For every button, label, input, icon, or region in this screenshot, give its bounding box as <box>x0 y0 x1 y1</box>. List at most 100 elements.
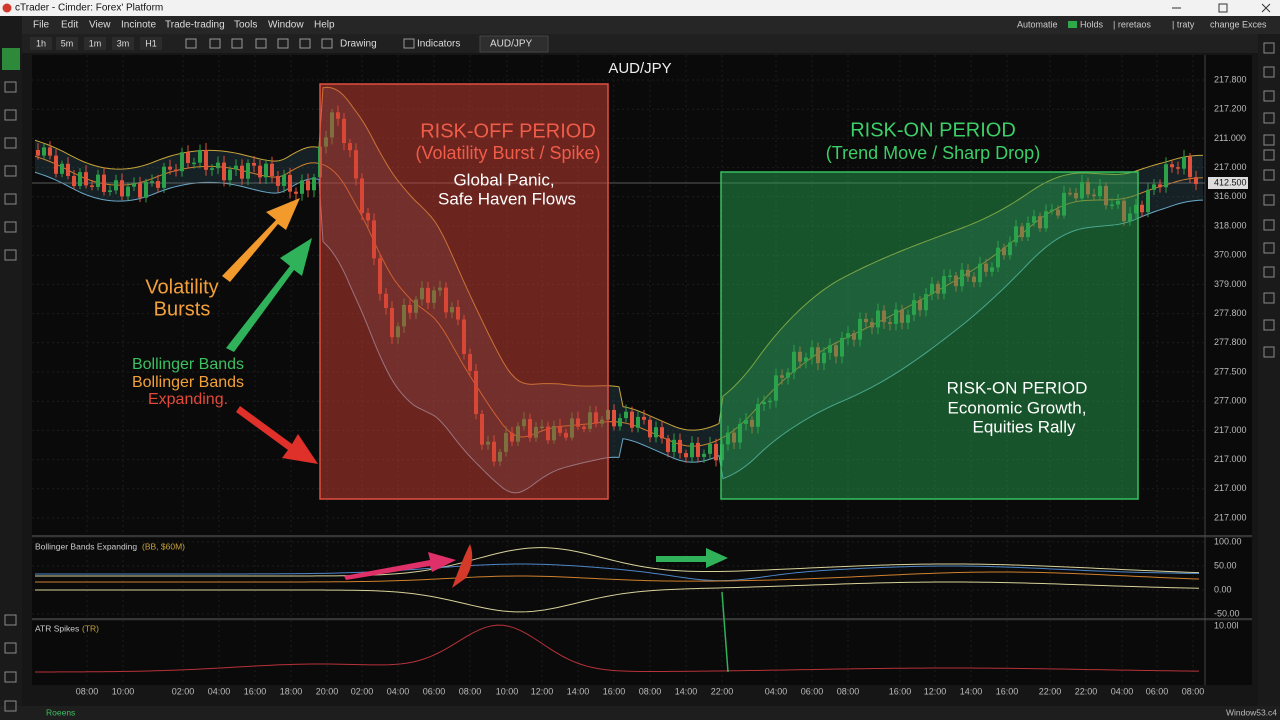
sidebar-icon[interactable] <box>4 81 17 93</box>
candle-body <box>162 166 166 188</box>
tool-icon[interactable] <box>185 38 197 49</box>
sidebar-icon[interactable] <box>1263 90 1275 102</box>
price-label: 217.000 <box>1214 512 1247 522</box>
menu-status: Automatie <box>1017 19 1058 29</box>
candle-body <box>198 149 202 163</box>
sidebar-icon[interactable] <box>4 249 17 261</box>
sidebar-icon[interactable] <box>4 671 17 683</box>
price-label: 318.000 <box>1214 220 1247 230</box>
menu-item[interactable]: File <box>33 20 50 31</box>
timeframe-button[interactable] <box>56 37 78 50</box>
sidebar-icon[interactable] <box>4 642 17 654</box>
tool-icon[interactable] <box>299 38 311 49</box>
candle-body <box>702 453 706 457</box>
close-button[interactable] <box>1261 3 1271 13</box>
sidebar-icon[interactable] <box>4 193 17 205</box>
candle-body <box>648 419 652 438</box>
sidebar-icon[interactable] <box>4 614 17 626</box>
tool-icon[interactable] <box>321 38 333 49</box>
tool-icon[interactable] <box>255 38 267 49</box>
timeframe-label: 5m <box>61 38 74 48</box>
app-icon <box>2 3 12 13</box>
sidebar-icon[interactable] <box>4 165 17 177</box>
sidebar-icon[interactable] <box>1263 169 1275 181</box>
candle-body <box>612 409 616 427</box>
menu-item[interactable]: Incinote <box>121 20 156 31</box>
sidebar-icon[interactable] <box>1263 149 1275 161</box>
indicator-name: ATR Spikes <box>35 623 79 633</box>
chart-tab-label: AUD/JPY <box>490 39 533 50</box>
menu-item[interactable]: Help <box>314 20 335 31</box>
candle-body <box>642 416 646 420</box>
status-left: Roeens <box>46 707 75 717</box>
tool-icon[interactable] <box>403 38 415 49</box>
sidebar-icon[interactable] <box>1263 42 1275 54</box>
tool-icon[interactable] <box>209 38 221 49</box>
menu-item[interactable]: Trade-trading <box>165 20 225 31</box>
candle-body <box>936 283 940 294</box>
menu-item[interactable]: Window <box>268 20 304 31</box>
drawing-button: Drawing <box>340 39 377 50</box>
candle-body <box>72 175 76 187</box>
timeframe-button[interactable] <box>84 37 106 50</box>
candle-body <box>1176 167 1180 169</box>
atr-spike <box>721 591 729 673</box>
timeframe-button[interactable] <box>112 37 134 50</box>
sidebar-icon[interactable] <box>4 137 17 149</box>
sidebar-icon[interactable] <box>4 221 17 233</box>
sidebar-icon[interactable] <box>1263 242 1275 254</box>
sidebar-icon[interactable] <box>1263 112 1275 124</box>
menu-item[interactable]: View <box>89 20 111 31</box>
time-label: 22:00 <box>1039 686 1062 696</box>
sidebar-icon[interactable] <box>1263 319 1275 331</box>
time-label: 14:00 <box>567 686 590 696</box>
candle-body <box>222 162 226 181</box>
candle-body <box>636 416 640 428</box>
tool-icon[interactable] <box>277 38 289 49</box>
candle-body <box>42 147 46 156</box>
menu-item[interactable]: Edit <box>61 20 78 31</box>
candle-body <box>36 150 40 156</box>
sidebar-icon[interactable] <box>1263 194 1275 206</box>
menu-status: | traty <box>1172 19 1195 29</box>
time-label: 16:00 <box>603 686 626 696</box>
candle-body <box>294 191 298 194</box>
chart-tab[interactable] <box>479 35 549 53</box>
time-label: 04:00 <box>208 686 231 696</box>
sidebar-icon[interactable] <box>1263 292 1275 304</box>
candle-body <box>966 269 970 277</box>
candle-body <box>828 345 832 353</box>
sidebar-icon[interactable] <box>4 700 17 712</box>
candle-body <box>900 309 904 323</box>
candle-body <box>912 300 916 315</box>
window-controls <box>1172 3 1271 13</box>
price-label: 217.000 <box>1214 425 1247 435</box>
sidebar-icon[interactable] <box>1263 346 1275 358</box>
timeframe-label: 3m <box>117 38 130 48</box>
risk-on-zone <box>720 171 1139 500</box>
time-label: 06:00 <box>423 686 446 696</box>
candle-body <box>996 247 1000 268</box>
menu-item[interactable]: Tools <box>234 20 257 31</box>
candle-body <box>924 294 928 311</box>
maximize-button[interactable] <box>1218 3 1228 13</box>
sidebar-icon[interactable] <box>4 109 17 121</box>
volatility-label: Bursts <box>154 298 211 320</box>
candle-body <box>1182 156 1186 169</box>
sidebar-icon[interactable] <box>1263 66 1275 78</box>
active-tool[interactable] <box>2 48 20 70</box>
timeframe-button[interactable] <box>140 37 162 50</box>
sidebar-icon[interactable] <box>1263 266 1275 278</box>
candle-body <box>762 401 766 405</box>
window-title: cTrader - Cimder: Forex' Platform <box>15 3 163 14</box>
timeframe-button[interactable] <box>30 37 52 50</box>
current-price-box <box>1208 177 1248 189</box>
candle-body <box>756 404 760 427</box>
time-label: 02:00 <box>351 686 374 696</box>
upper-band <box>34 86 1204 431</box>
candle-body <box>1134 204 1138 214</box>
sidebar-icon[interactable] <box>1263 219 1275 231</box>
sidebar-icon[interactable] <box>1263 134 1275 146</box>
tool-icon[interactable] <box>231 38 243 49</box>
